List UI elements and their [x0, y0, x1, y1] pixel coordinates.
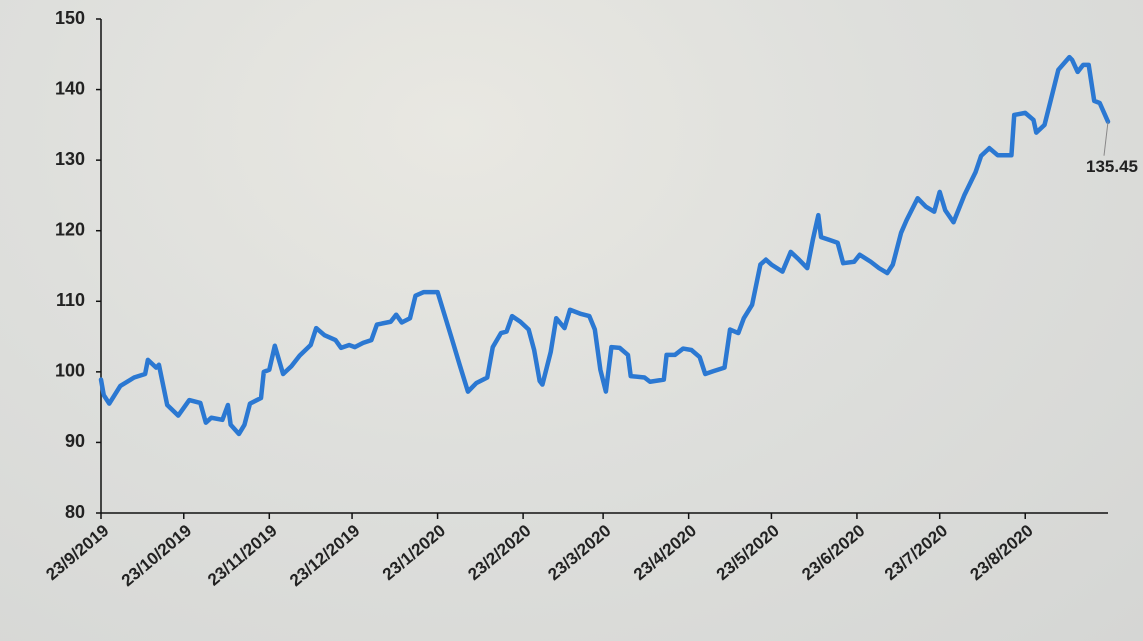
annotation-leader — [1103, 121, 1109, 156]
line — [98, 54, 1111, 437]
x-tick-label: 23/1/2020 — [379, 521, 449, 584]
x-tick-label: 23/5/2020 — [713, 521, 783, 584]
y-tick-label: 150 — [55, 8, 85, 28]
x-tick-label: 23/6/2020 — [798, 521, 868, 584]
y-tick-label: 140 — [55, 78, 85, 98]
x-tick-label: 23/4/2020 — [630, 521, 700, 584]
x-tick-label: 23/7/2020 — [881, 521, 951, 584]
y-tick-label: 100 — [55, 361, 85, 381]
annotation: 135.45 — [1086, 157, 1138, 176]
x-tick-label: 23/9/2019 — [42, 521, 112, 584]
y-tick-label: 110 — [56, 290, 85, 310]
y-tick-label: 120 — [55, 219, 85, 239]
y-tick-label: 80 — [65, 502, 85, 522]
x-tick-label: 23/3/2020 — [544, 521, 614, 584]
y-tick-label: 130 — [55, 149, 85, 169]
x-tick-label: 23/10/2019 — [118, 521, 195, 590]
x-tick-label: 23/8/2020 — [967, 521, 1037, 584]
x-tick-label: 23/12/2019 — [286, 521, 363, 590]
x-tick-label: 23/11/2019 — [204, 521, 281, 590]
x-tick-label: 23/2/2020 — [464, 521, 534, 584]
y-tick-label: 90 — [65, 431, 85, 451]
